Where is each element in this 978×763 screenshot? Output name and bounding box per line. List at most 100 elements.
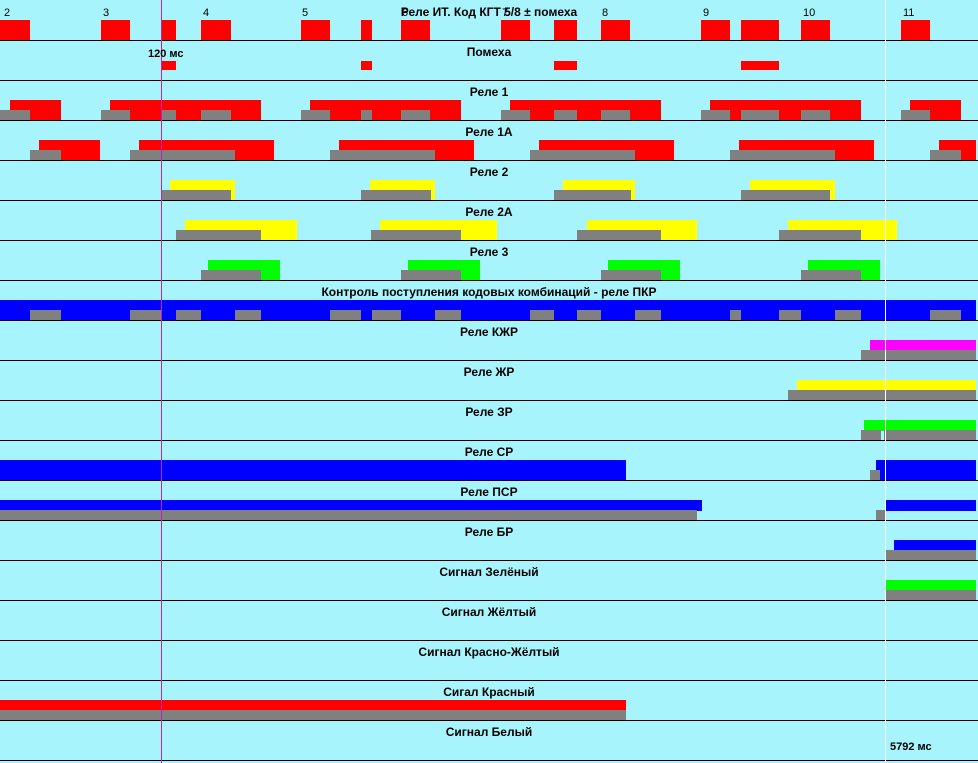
relay1a-signal-segment bbox=[330, 150, 435, 160]
relay1-signal-segment bbox=[310, 100, 461, 120]
row-separator bbox=[0, 720, 978, 721]
relay1a-signal-segment bbox=[130, 150, 235, 160]
pkr-signal-segment bbox=[330, 310, 361, 320]
relay3-signal-segment bbox=[201, 270, 261, 280]
row-separator bbox=[0, 320, 978, 321]
channel-title-sig_ry: Сигнал Красно-Жёлтый bbox=[418, 645, 560, 659]
relay2-signal-segment bbox=[741, 190, 830, 200]
channel-title-zr: Реле ЗР bbox=[465, 405, 513, 419]
code-signal-segment bbox=[801, 20, 830, 40]
channel-title-relay2a: Реле 2А bbox=[465, 205, 513, 219]
time-tick-label: 9 bbox=[703, 7, 710, 19]
row-separator bbox=[0, 440, 978, 441]
noise-signal-segment bbox=[554, 61, 577, 70]
relay1-signal-segment bbox=[710, 100, 861, 120]
code-signal-segment bbox=[301, 20, 330, 40]
pkr-signal-segment bbox=[235, 310, 261, 320]
time-tick-label: 8 bbox=[602, 7, 609, 19]
psr-signal-segment bbox=[0, 500, 702, 511]
code-signal-segment bbox=[101, 20, 130, 40]
row-separator bbox=[0, 600, 978, 601]
row-separator bbox=[0, 560, 978, 561]
cursor-line-left[interactable] bbox=[161, 0, 162, 763]
sig_red-signal-segment bbox=[0, 700, 626, 711]
psr-signal-segment bbox=[886, 500, 976, 511]
zr-signal-segment bbox=[861, 430, 881, 440]
channel-title-code: Реле ИТ. Код КГТ 5/8 ± помеха bbox=[400, 5, 578, 19]
relay1-signal-segment bbox=[741, 110, 779, 120]
relay1-signal-segment bbox=[401, 110, 430, 120]
pkr-signal-segment bbox=[930, 310, 961, 320]
zr-signal-segment bbox=[884, 430, 976, 440]
time-tick-label: 10 bbox=[803, 7, 816, 19]
channel-title-br: Реле БР bbox=[464, 525, 514, 539]
relay1-signal-segment bbox=[501, 110, 530, 120]
cursor-line-right[interactable] bbox=[885, 0, 886, 763]
code-signal-segment bbox=[501, 20, 530, 40]
row-separator bbox=[0, 80, 978, 81]
channel-title-zhr: Реле ЖР bbox=[463, 365, 515, 379]
row-separator bbox=[0, 400, 978, 401]
kzhr-signal-segment bbox=[870, 340, 976, 351]
pkr-signal-segment bbox=[30, 310, 61, 320]
code-signal-segment bbox=[161, 20, 176, 40]
time-tick-label: 4 bbox=[203, 7, 210, 19]
relay1-signal-segment bbox=[301, 110, 330, 120]
pkr-signal-segment bbox=[176, 310, 201, 320]
channel-title-pkr: Контроль поступления кодовых комбинаций … bbox=[321, 285, 657, 299]
code-signal-segment bbox=[201, 20, 231, 40]
relay3-signal-segment bbox=[601, 270, 661, 280]
relay2a-signal-segment bbox=[577, 230, 661, 240]
row-separator bbox=[0, 360, 978, 361]
pkr-signal-segment bbox=[835, 310, 861, 320]
pkr-signal-segment bbox=[577, 310, 601, 320]
noise-signal-segment bbox=[361, 61, 372, 70]
relay2-signal-segment bbox=[161, 190, 231, 200]
row-separator bbox=[0, 160, 978, 161]
relay2-signal-segment bbox=[361, 190, 431, 200]
relay1-signal-segment bbox=[554, 110, 577, 120]
code-signal-segment bbox=[601, 20, 630, 40]
noise-signal-segment bbox=[741, 61, 779, 70]
sig_green-signal-segment bbox=[886, 580, 976, 591]
relay1a-signal-segment bbox=[530, 150, 635, 160]
code-signal-segment bbox=[361, 20, 372, 40]
relay1a-signal-segment bbox=[930, 150, 961, 160]
row-separator bbox=[0, 680, 978, 681]
pkr-signal-segment bbox=[372, 310, 401, 320]
code-signal-segment bbox=[741, 20, 779, 40]
channel-title-relay3: Реле 3 bbox=[469, 245, 509, 259]
row-separator bbox=[0, 280, 978, 281]
code-signal-segment bbox=[554, 20, 577, 40]
relay1-signal-segment bbox=[361, 110, 372, 120]
psr-signal-segment bbox=[876, 510, 886, 520]
channel-title-sig_yellow: Сигнал Жёлтый bbox=[441, 605, 537, 619]
channel-title-sig_red: Сигал Красный bbox=[443, 685, 535, 699]
row-separator bbox=[0, 120, 978, 121]
cursor-right-time-label: 5792 мс bbox=[890, 741, 932, 753]
zhr-signal-segment bbox=[788, 390, 976, 400]
code-signal-segment bbox=[901, 20, 930, 40]
time-tick-label: 3 bbox=[103, 7, 110, 19]
noise-signal-segment bbox=[161, 61, 176, 70]
code-signal-segment bbox=[0, 20, 30, 40]
relay2a-signal-segment bbox=[779, 230, 861, 240]
channel-title-sr: Реле СР bbox=[464, 445, 514, 459]
row-separator bbox=[0, 760, 978, 761]
relay2a-signal-segment bbox=[371, 230, 461, 240]
time-tick-label: 7 bbox=[502, 7, 509, 19]
channel-title-kzhr: Реле КЖР bbox=[459, 325, 519, 339]
br-signal-segment bbox=[886, 550, 976, 560]
sr-signal-segment bbox=[870, 470, 880, 480]
relay1-signal-segment bbox=[701, 110, 730, 120]
time-tick-label: 11 bbox=[903, 7, 915, 19]
sr-signal-segment bbox=[0, 460, 626, 480]
psr-signal-segment bbox=[0, 510, 697, 520]
pkr-signal-segment bbox=[779, 310, 801, 320]
pkr-signal-segment bbox=[730, 310, 741, 320]
relay1-signal-segment bbox=[901, 110, 930, 120]
relay1-signal-segment bbox=[510, 100, 661, 120]
channel-title-psr: Реле ПСР bbox=[460, 485, 518, 499]
row-separator bbox=[0, 480, 978, 481]
sig_green-signal-segment bbox=[886, 590, 976, 600]
